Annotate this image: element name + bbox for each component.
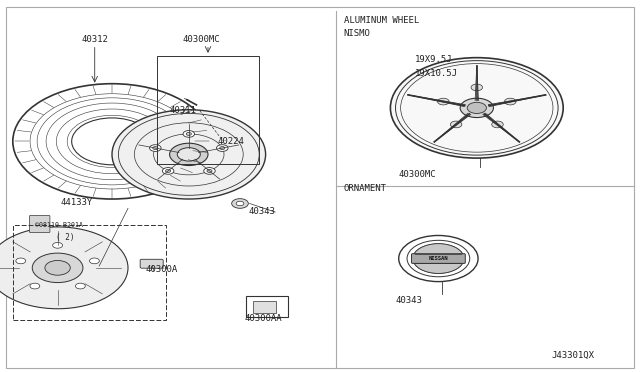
Text: 40343: 40343	[248, 207, 275, 216]
Circle shape	[153, 147, 158, 150]
Circle shape	[390, 58, 563, 158]
Text: 40312: 40312	[82, 35, 109, 44]
Text: ALUMINUM WHEEL: ALUMINUM WHEEL	[344, 16, 419, 25]
Circle shape	[492, 121, 503, 128]
Bar	[157, 56, 259, 164]
Text: 40300AA: 40300AA	[244, 314, 282, 323]
Circle shape	[52, 243, 63, 248]
Circle shape	[504, 98, 516, 105]
Circle shape	[112, 110, 266, 199]
Text: ORNAMENT: ORNAMENT	[344, 184, 387, 193]
Circle shape	[232, 199, 248, 208]
Circle shape	[32, 253, 83, 283]
Text: NISMO: NISMO	[344, 29, 371, 38]
FancyBboxPatch shape	[140, 259, 163, 268]
Text: 19X9.5J: 19X9.5J	[415, 55, 452, 64]
Circle shape	[216, 145, 228, 151]
Circle shape	[163, 167, 174, 174]
Text: ©08110-B201A: ©08110-B201A	[35, 222, 83, 228]
FancyBboxPatch shape	[29, 215, 50, 232]
Circle shape	[413, 244, 464, 273]
Circle shape	[90, 258, 99, 264]
Circle shape	[460, 98, 493, 118]
Text: 40343: 40343	[396, 296, 422, 305]
Text: NISSAN: NISSAN	[429, 256, 448, 261]
Circle shape	[207, 169, 212, 172]
Text: J43301QX: J43301QX	[552, 351, 595, 360]
Circle shape	[45, 260, 70, 275]
Bar	[253, 301, 276, 313]
Text: 40224: 40224	[218, 137, 244, 146]
Circle shape	[177, 148, 200, 161]
Circle shape	[150, 145, 161, 151]
Text: 40300A: 40300A	[146, 265, 178, 274]
FancyBboxPatch shape	[412, 254, 465, 263]
Bar	[246, 296, 288, 317]
Bar	[13, 225, 166, 320]
Circle shape	[170, 143, 208, 166]
Circle shape	[16, 258, 26, 264]
Circle shape	[467, 102, 486, 113]
Circle shape	[186, 132, 191, 135]
Text: 40300MC: 40300MC	[182, 35, 220, 44]
Circle shape	[0, 227, 128, 309]
Circle shape	[438, 98, 449, 105]
Circle shape	[166, 169, 171, 172]
Text: ( 2): ( 2)	[56, 233, 75, 242]
Circle shape	[204, 167, 215, 174]
Circle shape	[183, 131, 195, 137]
Circle shape	[220, 147, 225, 150]
Circle shape	[76, 283, 85, 289]
Circle shape	[236, 201, 244, 206]
Text: 44133Y: 44133Y	[61, 198, 93, 207]
Text: 40311: 40311	[170, 106, 196, 115]
Circle shape	[30, 283, 40, 289]
Text: 19X10.5J: 19X10.5J	[415, 68, 458, 77]
Text: 40300MC: 40300MC	[398, 170, 436, 179]
Circle shape	[451, 121, 462, 128]
Circle shape	[471, 84, 483, 91]
